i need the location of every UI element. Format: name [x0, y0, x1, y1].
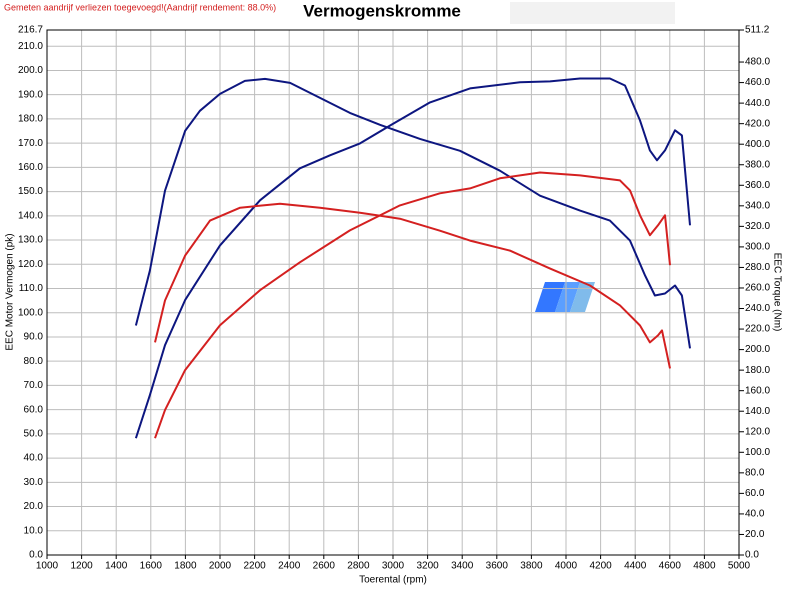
x-tick-label: 1200	[70, 561, 93, 572]
line-series	[134, 77, 691, 349]
y2-tick-label: 320.0	[745, 221, 770, 232]
y2-tick-label: 360.0	[745, 180, 770, 191]
y-tick-label: 40.0	[24, 453, 44, 464]
y-axis-label: EEC Motor Vermogen (pk)	[5, 233, 16, 350]
y2-tick-label: 380.0	[745, 159, 770, 170]
x-tick-label: 1000	[36, 561, 59, 572]
x-tick-label: 4400	[624, 561, 647, 572]
y2-tick-label: 60.0	[745, 488, 765, 499]
y2-tick-label: 440.0	[745, 98, 770, 109]
y2-tick-label: 480.0	[745, 57, 770, 68]
x-tick-label: 2000	[209, 561, 232, 572]
y2-tick-label: 20.0	[745, 529, 765, 540]
x-tick-label: 3600	[486, 561, 509, 572]
x-tick-label: 1400	[105, 561, 128, 572]
x-tick-label: 4200	[589, 561, 612, 572]
y-tick-label: 200.0	[18, 65, 43, 76]
y2-tick-label: 40.0	[745, 509, 765, 520]
x-tick-label: 3200	[416, 561, 439, 572]
y2-tick-label: 160.0	[745, 385, 770, 396]
plot-frame	[46, 29, 740, 556]
y-tick-label: 140.0	[18, 210, 43, 221]
x-tick-label: 4800	[693, 561, 716, 572]
y-tick-label: 0.0	[29, 550, 43, 561]
y2-tick-label: 180.0	[745, 365, 770, 376]
y-tick-label: 100.0	[18, 307, 43, 318]
y-tick-label: 160.0	[18, 162, 43, 173]
y-tick-label: 180.0	[18, 114, 43, 125]
y-tick-label: 170.0	[18, 138, 43, 149]
x-tick-label: 2800	[347, 561, 370, 572]
y-tick-label: 20.0	[24, 501, 44, 512]
line-series	[154, 202, 671, 369]
y2-tick-label: 240.0	[745, 303, 770, 314]
y2-tick-label: 260.0	[745, 283, 770, 294]
y-tick-label: 60.0	[24, 404, 44, 415]
header-box	[510, 2, 675, 24]
y2-tick-label: 80.0	[745, 467, 765, 478]
x-tick-label: 3800	[520, 561, 543, 572]
x-tick-label: 1800	[174, 561, 197, 572]
y2-tick-label: 120.0	[745, 426, 770, 437]
chart-title: Vermogenskromme	[303, 1, 461, 20]
line-series	[154, 171, 671, 439]
watermark	[535, 282, 595, 312]
x-tick-label: 5000	[728, 561, 751, 572]
y2-tick-label: 100.0	[745, 447, 770, 458]
y2-tick-label: 0.0	[745, 550, 759, 561]
y2-tick-label: 280.0	[745, 262, 770, 273]
y-tick-label: 216.7	[18, 25, 43, 36]
y-tick-label: 80.0	[24, 356, 44, 367]
y-tick-label: 10.0	[24, 525, 44, 536]
y-tick-label: 190.0	[18, 89, 43, 100]
y-tick-label: 210.0	[18, 41, 43, 52]
x-axis-label: Toerental (rpm)	[359, 575, 427, 586]
y2-axis-label: EEC Torque (Nm)	[771, 253, 782, 332]
y-tick-label: 50.0	[24, 429, 44, 440]
y2-tick-label: 400.0	[745, 139, 770, 150]
y2-tick-label: 200.0	[745, 344, 770, 355]
y2-tick-label: 511.2	[745, 25, 770, 36]
y2-tick-label: 420.0	[745, 118, 770, 129]
y-tick-label: 120.0	[18, 259, 43, 270]
y2-tick-label: 300.0	[745, 242, 770, 253]
y-tick-label: 150.0	[18, 186, 43, 197]
y-tick-label: 70.0	[24, 380, 44, 391]
y-tick-label: 130.0	[18, 235, 43, 246]
x-tick-label: 4000	[555, 561, 578, 572]
subtitle: Gemeten aandrijf verliezen toegevoegd!(A…	[4, 2, 276, 12]
line-series	[134, 77, 691, 439]
x-tick-label: 3000	[382, 561, 405, 572]
y2-tick-label: 220.0	[745, 324, 770, 335]
y2-tick-label: 140.0	[745, 406, 770, 417]
x-tick-label: 4600	[659, 561, 682, 572]
y2-tick-label: 340.0	[745, 200, 770, 211]
x-tick-label: 2200	[243, 561, 266, 572]
y2-tick-label: 460.0	[745, 77, 770, 88]
x-tick-label: 2600	[313, 561, 336, 572]
y-tick-label: 30.0	[24, 477, 44, 488]
x-tick-label: 3400	[451, 561, 474, 572]
x-tick-label: 1600	[140, 561, 163, 572]
y-tick-label: 110.0	[19, 283, 44, 294]
y-tick-label: 90.0	[24, 332, 44, 343]
x-tick-label: 2400	[278, 561, 301, 572]
